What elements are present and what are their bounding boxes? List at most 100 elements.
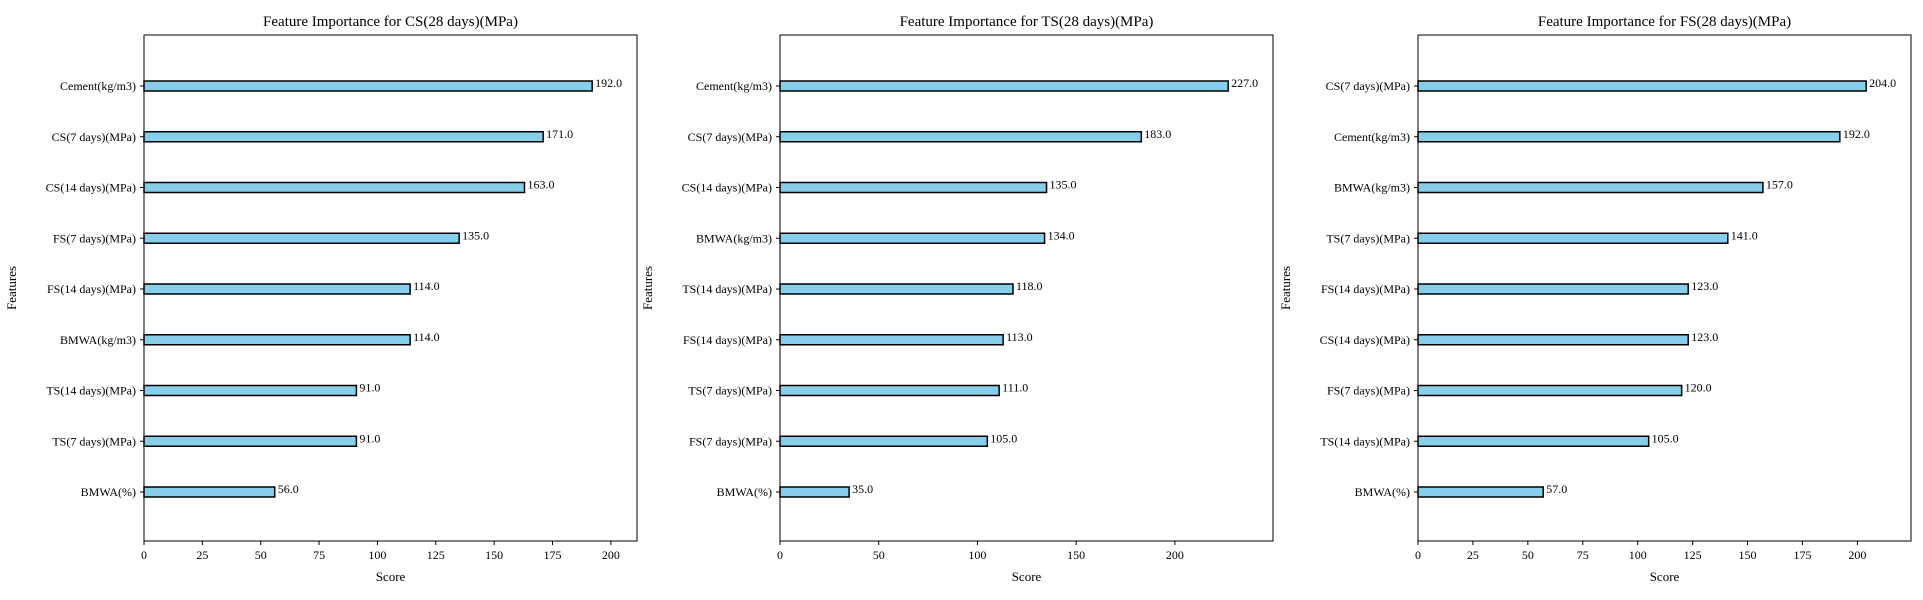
y-tick-label: CS(14 days)(MPa) [682, 181, 772, 195]
x-tick-label: 100 [368, 548, 386, 562]
x-tick-label: 150 [1067, 548, 1085, 562]
y-tick-label: TS(14 days)(MPa) [46, 384, 136, 398]
y-tick-label: CS(14 days)(MPa) [1320, 333, 1410, 347]
y-tick-label: TS(14 days)(MPa) [682, 282, 772, 296]
value-label: 56.0 [278, 482, 299, 496]
value-label: 141.0 [1731, 228, 1758, 242]
x-tick-label: 100 [968, 548, 986, 562]
x-tick-label: 0 [141, 548, 147, 562]
value-label: 118.0 [1016, 279, 1043, 293]
value-label: 114.0 [413, 330, 440, 344]
x-tick-label: 25 [196, 548, 208, 562]
y-tick-label: FS(14 days)(MPa) [683, 333, 772, 347]
chart-title: Feature Importance for CS(28 days)(MPa) [263, 14, 518, 30]
bar [143, 181, 526, 194]
bar [779, 232, 1046, 244]
bar [1417, 232, 1729, 244]
bar [143, 131, 544, 143]
bar [1417, 181, 1764, 194]
value-label: 204.0 [1869, 76, 1896, 90]
bar [1417, 334, 1689, 346]
x-tick-label: 50 [255, 548, 267, 562]
value-label: 135.0 [462, 228, 489, 242]
bar [779, 384, 1000, 397]
bar [1417, 283, 1689, 295]
chart-title: Feature Importance for FS(28 days)(MPa) [1538, 14, 1791, 30]
value-label: 171.0 [546, 127, 573, 141]
axes-frame [143, 34, 638, 542]
bar [779, 80, 1229, 92]
x-tick-label: 150 [1739, 548, 1757, 562]
x-axis-label: Score [376, 569, 406, 584]
x-tick-label: 0 [1415, 548, 1421, 562]
bar [143, 486, 276, 498]
y-axis-label: Features [4, 266, 19, 310]
axes-frame [1417, 34, 1912, 542]
y-tick-label: TS(14 days)(MPa) [1320, 434, 1410, 448]
y-tick-label: FS(7 days)(MPa) [689, 434, 772, 448]
y-tick-label: Cement(kg/m3) [696, 79, 772, 93]
bar [143, 435, 358, 447]
value-label: 105.0 [990, 431, 1017, 445]
y-tick-label: BMWA(%) [81, 485, 136, 499]
y-tick-label: CS(7 days)(MPa) [52, 130, 136, 144]
value-label: 113.0 [1006, 330, 1033, 344]
y-tick-label: TS(7 days)(MPa) [1326, 231, 1410, 245]
x-tick-label: 100 [1629, 548, 1647, 562]
bar [779, 283, 1014, 295]
bar [143, 283, 411, 295]
bar [143, 80, 593, 92]
bar [779, 334, 1004, 346]
value-label: 123.0 [1691, 330, 1718, 344]
value-label: 57.0 [1546, 482, 1567, 496]
value-label: 120.0 [1685, 381, 1712, 395]
value-label: 135.0 [1050, 178, 1077, 192]
x-tick-label: 175 [1793, 548, 1811, 562]
x-tick-label: 50 [873, 548, 885, 562]
y-tick-label: BMWA(kg/m3) [1334, 181, 1410, 195]
value-label: 111.0 [1002, 381, 1028, 395]
value-label: 183.0 [1144, 127, 1171, 141]
bar [1417, 131, 1841, 143]
chart-panel-1: Feature Importance for CS(28 days)(MPa) C… [4, 14, 638, 584]
chart-title: Feature Importance for TS(28 days)(MPa) [900, 14, 1154, 30]
y-tick-label: Cement(kg/m3) [1334, 130, 1410, 144]
x-tick-label: 0 [777, 548, 783, 562]
y-tick-label: CS(7 days)(MPa) [688, 130, 772, 144]
x-tick-label: 200 [602, 548, 620, 562]
value-label: 192.0 [595, 76, 622, 90]
value-label: 123.0 [1691, 279, 1718, 293]
x-axis-label: Score [1012, 569, 1042, 584]
x-tick-label: 75 [313, 548, 325, 562]
y-tick-label: Cement(kg/m3) [60, 79, 136, 93]
y-tick-label: TS(7 days)(MPa) [688, 384, 772, 398]
x-tick-label: 25 [1467, 548, 1479, 562]
value-label: 157.0 [1766, 178, 1793, 192]
x-tick-label: 200 [1166, 548, 1184, 562]
value-label: 91.0 [359, 381, 380, 395]
y-tick-label: CS(14 days)(MPa) [46, 181, 136, 195]
x-tick-label: 50 [1522, 548, 1534, 562]
bar [779, 181, 1048, 194]
bar [779, 131, 1143, 143]
chart-panel-3: Feature Importance for FS(28 days)(MPa) C… [1278, 14, 1912, 584]
y-tick-label: FS(14 days)(MPa) [1321, 282, 1410, 296]
bar [779, 435, 989, 447]
x-tick-label: 150 [485, 548, 503, 562]
y-tick-label: FS(7 days)(MPa) [53, 231, 136, 245]
value-label: 227.0 [1231, 76, 1258, 90]
y-tick-label: BMWA(kg/m3) [60, 333, 136, 347]
bar [1417, 486, 1544, 498]
x-tick-label: 200 [1848, 548, 1866, 562]
y-axis-label: Features [640, 266, 655, 310]
value-label: 192.0 [1843, 127, 1870, 141]
value-label: 163.0 [527, 178, 554, 192]
bar [143, 384, 358, 397]
value-label: 134.0 [1048, 228, 1075, 242]
y-tick-label: BMWA(%) [717, 485, 772, 499]
axes-frame [779, 34, 1274, 542]
y-tick-label: FS(14 days)(MPa) [47, 282, 136, 296]
x-axis-label: Score [1650, 569, 1680, 584]
y-tick-label: FS(7 days)(MPa) [1327, 384, 1410, 398]
